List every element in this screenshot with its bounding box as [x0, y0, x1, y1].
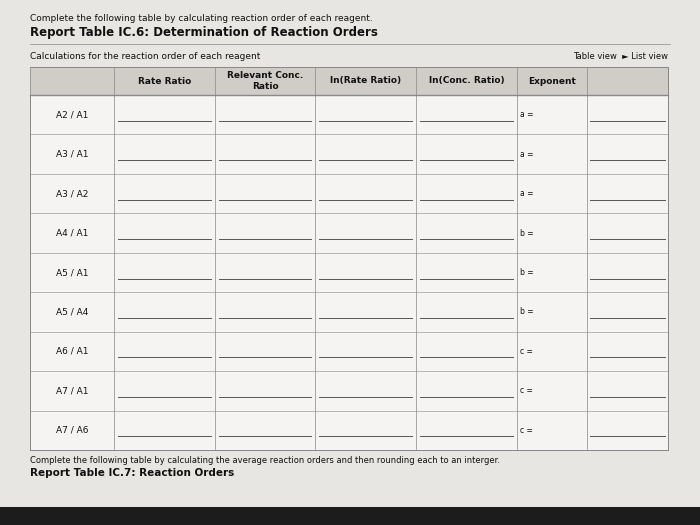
Text: ln(Conc. Ratio): ln(Conc. Ratio): [428, 77, 504, 86]
Text: ln(Rate Ratio): ln(Rate Ratio): [330, 77, 401, 86]
Text: Exponent: Exponent: [528, 77, 576, 86]
Text: a =: a =: [520, 150, 533, 159]
Text: Complete the following table by calculating the average reaction orders and then: Complete the following table by calculat…: [30, 456, 500, 465]
Bar: [0, 507, 700, 525]
Text: b =: b =: [520, 268, 533, 277]
Text: A2 / A1: A2 / A1: [56, 110, 88, 119]
Text: c =: c =: [520, 386, 533, 395]
Text: Rate Ratio: Rate Ratio: [138, 77, 191, 86]
Text: Report Table IC.7: Reaction Orders: Report Table IC.7: Reaction Orders: [30, 468, 235, 478]
Text: Relevant Conc.
Ratio: Relevant Conc. Ratio: [227, 71, 303, 91]
Text: a =: a =: [520, 110, 533, 119]
Text: c =: c =: [520, 426, 533, 435]
Text: b =: b =: [520, 308, 533, 317]
Text: c =: c =: [520, 347, 533, 356]
Bar: [30, 67, 668, 95]
Text: A3 / A2: A3 / A2: [56, 189, 88, 198]
Text: b =: b =: [520, 228, 533, 237]
Text: A6 / A1: A6 / A1: [56, 347, 88, 356]
Bar: [30, 67, 668, 450]
Text: Table view  ► List view: Table view ► List view: [573, 52, 668, 61]
Text: A4 / A1: A4 / A1: [56, 228, 88, 237]
Text: a =: a =: [520, 189, 533, 198]
Text: A7 / A6: A7 / A6: [56, 426, 88, 435]
Text: Report Table IC.6: Determination of Reaction Orders: Report Table IC.6: Determination of Reac…: [30, 26, 378, 39]
Text: A5 / A4: A5 / A4: [56, 308, 88, 317]
Text: A5 / A1: A5 / A1: [56, 268, 88, 277]
Text: A7 / A1: A7 / A1: [56, 386, 88, 395]
Text: A3 / A1: A3 / A1: [56, 150, 88, 159]
Text: Calculations for the reaction order of each reagent: Calculations for the reaction order of e…: [30, 52, 260, 61]
Text: Complete the following table by calculating reaction order of each reagent.: Complete the following table by calculat…: [30, 14, 372, 23]
